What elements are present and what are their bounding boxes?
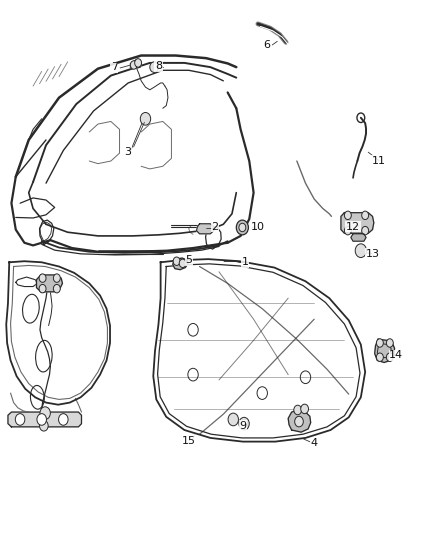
Text: 14: 14: [389, 350, 403, 360]
Text: 3: 3: [125, 147, 132, 157]
Circle shape: [355, 244, 367, 257]
Circle shape: [131, 61, 137, 69]
Circle shape: [228, 413, 238, 426]
Polygon shape: [8, 412, 81, 427]
Circle shape: [59, 414, 68, 425]
Text: 11: 11: [372, 156, 386, 166]
Circle shape: [344, 227, 351, 235]
Circle shape: [179, 259, 186, 268]
Text: 13: 13: [366, 249, 379, 259]
Text: 2: 2: [211, 222, 218, 232]
Text: 9: 9: [239, 421, 246, 431]
Text: 7: 7: [111, 62, 118, 72]
Circle shape: [150, 62, 159, 72]
Circle shape: [39, 274, 46, 282]
Circle shape: [386, 353, 393, 361]
Text: 4: 4: [311, 438, 318, 448]
Circle shape: [134, 59, 141, 67]
Text: 1: 1: [241, 257, 248, 267]
Circle shape: [239, 417, 249, 430]
Circle shape: [53, 285, 60, 293]
Polygon shape: [131, 59, 141, 68]
Circle shape: [362, 227, 369, 235]
Text: 12: 12: [346, 222, 360, 232]
Polygon shape: [351, 234, 366, 241]
Circle shape: [239, 223, 246, 232]
Circle shape: [15, 414, 25, 425]
Circle shape: [173, 257, 180, 265]
Circle shape: [386, 339, 393, 347]
Circle shape: [301, 404, 308, 414]
Polygon shape: [374, 340, 395, 362]
Circle shape: [344, 211, 351, 220]
Circle shape: [236, 220, 248, 235]
Circle shape: [140, 112, 151, 125]
Circle shape: [40, 407, 50, 419]
Text: 15: 15: [182, 435, 196, 446]
Circle shape: [362, 211, 369, 220]
Text: 5: 5: [185, 255, 192, 265]
Circle shape: [53, 274, 60, 282]
Circle shape: [376, 339, 383, 347]
Text: 6: 6: [263, 40, 270, 50]
Text: 10: 10: [251, 222, 265, 232]
Polygon shape: [173, 258, 188, 270]
Circle shape: [39, 285, 46, 293]
Polygon shape: [36, 275, 63, 292]
Polygon shape: [341, 213, 374, 233]
Polygon shape: [288, 410, 311, 432]
Circle shape: [376, 353, 383, 361]
Text: 8: 8: [155, 61, 162, 71]
Circle shape: [39, 421, 48, 431]
Circle shape: [295, 416, 304, 427]
Circle shape: [37, 414, 46, 425]
Polygon shape: [197, 224, 214, 234]
Circle shape: [294, 405, 302, 415]
